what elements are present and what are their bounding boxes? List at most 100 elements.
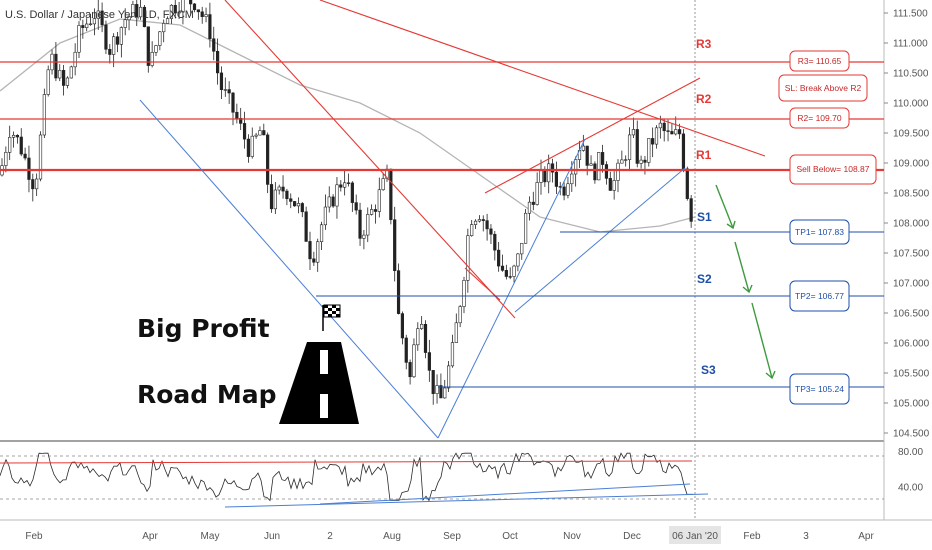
candle-body [231, 92, 235, 113]
candle-body [523, 212, 528, 244]
candle-body [300, 203, 304, 213]
chart-title: U.S. Dollar / Japanese Yen, 1D, FXCM [5, 9, 194, 21]
s2-label: S2 [697, 272, 712, 286]
y-tick-label: 104.500 [893, 429, 930, 440]
blue-line-c [514, 167, 686, 313]
candle-body [319, 224, 324, 243]
candle-body [196, 9, 200, 13]
candle-body [88, 23, 93, 25]
candle-body [173, 4, 177, 14]
road-icon [279, 342, 359, 424]
candle-body [38, 134, 43, 180]
candle-body [416, 328, 420, 346]
candle-body [512, 265, 516, 277]
candle-body [431, 370, 435, 394]
forecast-arrow-3-head [765, 370, 776, 380]
y-tick-label: 109.500 [893, 129, 930, 140]
candle-body [400, 313, 405, 339]
candle-body [96, 10, 100, 19]
candle-body [177, 11, 181, 14]
candle-body [316, 241, 320, 263]
candle-body [535, 182, 539, 205]
candle-body [624, 159, 628, 161]
candle-body [658, 122, 662, 129]
candle-body [331, 196, 335, 207]
candle-body [408, 362, 412, 378]
y-tick-label: 107.000 [893, 279, 930, 290]
y-tick-label: 105.500 [893, 369, 930, 380]
forecast-arrows [715, 184, 776, 380]
level-labels: R3 R2 R1 S1 S2 S3 [696, 37, 716, 377]
rsi-series [0, 452, 693, 502]
resistance-lines [0, 61, 884, 172]
red-channel-upper [464, 267, 501, 301]
candle-body [343, 182, 347, 188]
current-date-label: 06 Jan '20 [672, 531, 718, 542]
candle-body [204, 14, 208, 17]
x-tick-label: Feb [743, 531, 761, 542]
candle-body [273, 189, 277, 210]
x-tick-label: May [201, 531, 220, 542]
candle-body [427, 352, 431, 371]
candle-body [369, 209, 374, 215]
candle-body [115, 36, 120, 45]
candle-body [585, 145, 589, 166]
forecast-arrow-2-head [742, 284, 753, 294]
candle-body [389, 168, 393, 221]
candle-body [423, 323, 428, 353]
candle-body [289, 198, 293, 202]
candle-body [200, 11, 204, 17]
red-trendlines [224, 0, 766, 319]
candle-body [396, 270, 401, 314]
rsi-tick-label: 80.00 [898, 447, 923, 458]
candle-body [219, 72, 224, 90]
x-tick-label: Apr [858, 531, 874, 542]
candle-body [635, 129, 639, 164]
r2-box-text: R2= 109.70 [797, 113, 841, 123]
candle-body [674, 129, 678, 135]
x-tick-label: 2 [327, 531, 333, 542]
candle-body [154, 45, 158, 53]
r3-box [789, 50, 850, 72]
candle-body [547, 163, 551, 183]
y-tick-label: 111.500 [893, 9, 928, 20]
candle-body [8, 136, 12, 153]
candle-body [350, 182, 354, 203]
candle-body [643, 159, 647, 163]
candle-body [493, 233, 497, 251]
candle-body [150, 52, 154, 66]
candle-body [516, 253, 520, 267]
r3-label: R3 [696, 37, 712, 51]
candle-body [158, 31, 162, 46]
candle-body [666, 130, 670, 132]
y-tick-label: 108.000 [893, 219, 930, 230]
candle-body [531, 201, 535, 205]
candle-body [485, 220, 489, 230]
candle-body [581, 145, 585, 151]
candle-body [600, 152, 605, 165]
candle-body [239, 117, 243, 124]
candle-body [277, 186, 281, 191]
s3-box-text: TP3= 105.24 [795, 384, 844, 394]
candle-body [454, 322, 458, 343]
candle-body [212, 38, 216, 52]
sl-box [778, 74, 868, 102]
candle-body [104, 24, 108, 50]
r1-box-text: Sell Below= 108.87 [796, 164, 869, 174]
candle-body [539, 169, 543, 183]
candle-body [58, 70, 62, 79]
candle-body [562, 186, 566, 196]
s2-box-text: TP2= 106.77 [795, 291, 844, 301]
headline-line-2: Road Map [137, 380, 277, 409]
candle-body [235, 111, 239, 119]
candle-body [543, 169, 547, 183]
candle-body [227, 89, 231, 94]
candle-body [15, 134, 20, 138]
candle-body [612, 180, 616, 191]
s1-label: S1 [697, 210, 712, 224]
candle-body [366, 214, 370, 236]
candle-body [443, 387, 447, 399]
candle-body [373, 209, 378, 212]
candle-body [462, 280, 466, 307]
